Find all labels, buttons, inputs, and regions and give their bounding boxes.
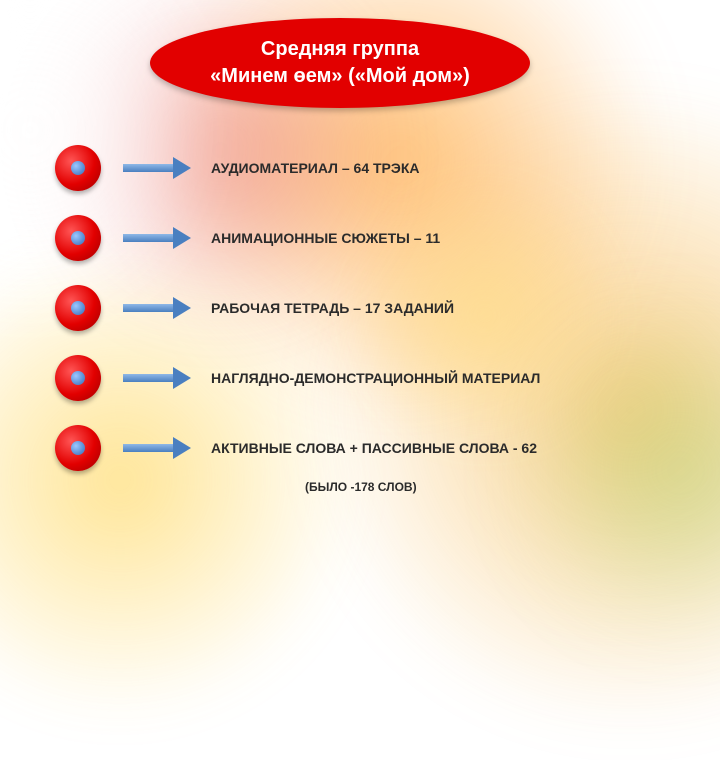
title-badge: Средняя группа «Минем өем» («Мой дом») xyxy=(150,18,530,108)
arrow-icon xyxy=(123,371,193,385)
item-text: НАГЛЯДНО-ДЕМОНСТРАЦИОННЫЙ МАТЕРИАЛ xyxy=(211,370,540,386)
item-text: АКТИВНЫЕ СЛОВА + ПАССИВНЫЕ СЛОВА - 62 xyxy=(211,440,537,456)
subtext: (БЫЛО -178 СЛОВ) xyxy=(305,480,417,494)
arrow-icon xyxy=(123,301,193,315)
arrow-icon xyxy=(123,161,193,175)
bullet-icon xyxy=(55,145,101,191)
bullet-icon xyxy=(55,285,101,331)
title-line-1: Средняя группа xyxy=(261,36,419,63)
title-line-2: «Минем өем» («Мой дом») xyxy=(210,63,470,90)
item-text: АНИМАЦИОННЫЕ СЮЖЕТЫ – 11 xyxy=(211,230,440,246)
arrow-icon xyxy=(123,441,193,455)
item-text: АУДИОМАТЕРИАЛ – 64 ТРЭКА xyxy=(211,160,420,176)
bullet-icon xyxy=(55,215,101,261)
item-text: РАБОЧАЯ ТЕТРАДЬ – 17 ЗАДАНИЙ xyxy=(211,300,454,316)
item-list: АУДИОМАТЕРИАЛ – 64 ТРЭКА АНИМАЦИОННЫЕ СЮ… xyxy=(55,145,665,477)
list-item: АКТИВНЫЕ СЛОВА + ПАССИВНЫЕ СЛОВА - 62 xyxy=(55,425,665,471)
list-item: АНИМАЦИОННЫЕ СЮЖЕТЫ – 11 xyxy=(55,215,665,261)
slide-content: Средняя группа «Минем өем» («Мой дом») А… xyxy=(0,0,720,540)
list-item: НАГЛЯДНО-ДЕМОНСТРАЦИОННЫЙ МАТЕРИАЛ xyxy=(55,355,665,401)
list-item: АУДИОМАТЕРИАЛ – 64 ТРЭКА xyxy=(55,145,665,191)
arrow-icon xyxy=(123,231,193,245)
bullet-icon xyxy=(55,425,101,471)
bullet-icon xyxy=(55,355,101,401)
list-item: РАБОЧАЯ ТЕТРАДЬ – 17 ЗАДАНИЙ xyxy=(55,285,665,331)
